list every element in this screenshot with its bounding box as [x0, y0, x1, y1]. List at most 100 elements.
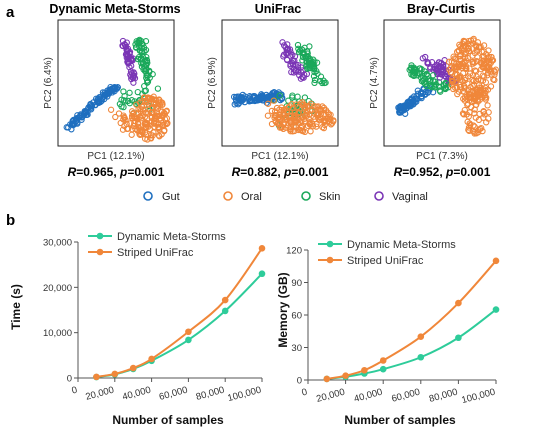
pcoa-ylabel: PC2 (4.7%) [369, 57, 380, 109]
sample-point [483, 119, 490, 126]
pcoa-points [63, 36, 171, 143]
stat-r-label: R [68, 165, 77, 179]
sample-point [137, 105, 144, 113]
panel-b-letter: b [6, 212, 15, 229]
sample-point [150, 119, 158, 126]
series-line [96, 247, 263, 378]
pcoa-title: Bray-Curtis [407, 2, 475, 16]
sample-point [479, 127, 486, 135]
sample-point [160, 119, 167, 126]
sample-point [419, 72, 426, 80]
sample-point [473, 77, 480, 85]
chart-marks [323, 257, 500, 383]
sample-point [453, 84, 461, 91]
sample-point [294, 41, 302, 49]
sample-point [295, 49, 303, 56]
y-tick-label: 20,000 [43, 283, 72, 294]
y-tick-label: 10,000 [43, 328, 72, 339]
legend-label-skin: Skin [319, 191, 340, 203]
sample-point [158, 131, 165, 138]
sample-point [155, 123, 162, 131]
sample-point [450, 80, 457, 87]
pcoa-plot-unifrac: UniFrac PC1 (12.1%) PC2 (6.9%) R=0.882, … [207, 2, 339, 179]
data-point [221, 296, 229, 304]
sample-point [474, 98, 482, 105]
data-point [129, 364, 137, 372]
sample-point [466, 109, 473, 116]
sample-point [488, 53, 495, 61]
sample-point [466, 91, 473, 98]
sample-point [310, 73, 318, 80]
sample-point [461, 51, 469, 58]
sample-point [276, 92, 283, 99]
sample-point [479, 60, 486, 67]
pcoa-stat: R=0.952, p=0.001 [394, 165, 491, 179]
data-point [148, 355, 155, 363]
sample-point [118, 103, 125, 110]
sample-point [484, 72, 491, 79]
sample-point [284, 122, 291, 129]
sample-point [453, 71, 461, 79]
pcoa-title: Dynamic Meta-Storms [49, 2, 180, 16]
chart-legend: Dynamic Meta-Storms Striped UniFrac [318, 239, 456, 267]
sample-point [132, 44, 140, 51]
x-tick-label: 20,000 [84, 385, 115, 403]
sample-point [301, 104, 309, 111]
y-tick-label: 60 [291, 311, 302, 322]
sample-point [463, 95, 470, 102]
sample-point [312, 115, 319, 123]
sample-point [138, 48, 145, 55]
sample-point [465, 90, 472, 97]
sample-point [467, 41, 474, 48]
sample-point [84, 108, 91, 116]
sample-point [126, 100, 133, 107]
sample-point [122, 42, 129, 49]
sample-point [289, 94, 296, 101]
sample-point [246, 93, 253, 100]
sample-point [138, 45, 146, 52]
pcoa-plot-dynamic-meta-storms: Dynamic Meta-Storms PC1 (12.1%) PC2 (6.4… [43, 2, 181, 179]
x-tick-label: 80,000 [195, 385, 226, 403]
sample-point [484, 54, 492, 61]
sample-point [288, 116, 295, 123]
sample-point [286, 46, 294, 53]
sample-point [126, 89, 133, 96]
stat-p-value: 0.001 [298, 165, 328, 179]
sample-point [321, 79, 328, 87]
sample-point [465, 37, 472, 45]
sample-point [450, 53, 457, 60]
sample-point [115, 110, 123, 117]
sample-point [470, 122, 477, 129]
sample-point [484, 69, 492, 76]
sample-point [484, 102, 491, 109]
sample-point [299, 73, 306, 81]
stat-p-label: p [283, 165, 291, 179]
data-point [221, 307, 229, 315]
data-point [111, 370, 119, 378]
sample-point [467, 121, 474, 129]
sample-point [455, 47, 462, 54]
sample-point [102, 91, 109, 99]
sample-point [456, 83, 464, 91]
pcoa-frame [383, 19, 501, 147]
stat-p-value: 0.001 [460, 165, 490, 179]
legend-marker [326, 240, 334, 248]
sample-point [139, 129, 146, 136]
sample-point [143, 66, 150, 73]
sample-point [127, 68, 135, 75]
sample-point [237, 95, 244, 103]
sample-point [163, 107, 170, 114]
sample-point [435, 83, 442, 90]
sample-point [69, 121, 76, 128]
sample-point [480, 114, 487, 121]
pcoa-frame [221, 19, 339, 147]
sample-point [460, 111, 467, 118]
legend-label-oral: Oral [241, 191, 262, 203]
data-point [379, 365, 387, 373]
sample-point [268, 107, 276, 115]
data-point [455, 334, 462, 342]
pcoa-xlabel: PC1 (12.1%) [251, 151, 308, 162]
data-point [342, 372, 349, 379]
data-point [185, 328, 192, 336]
